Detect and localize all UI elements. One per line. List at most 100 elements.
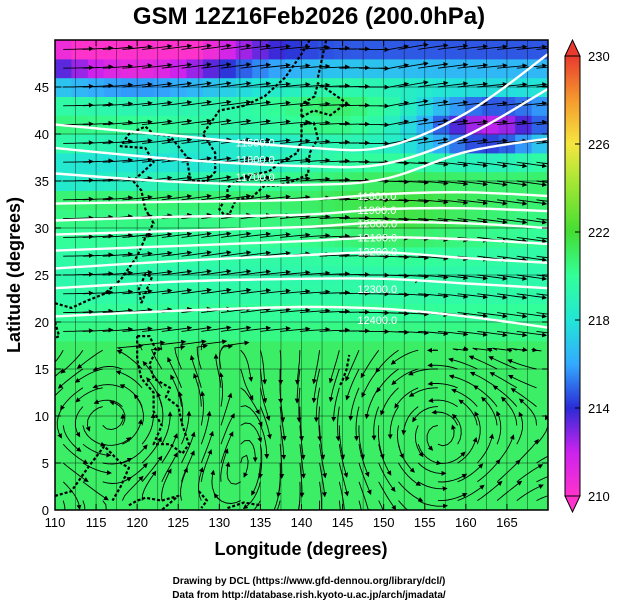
field-cell: [317, 378, 335, 398]
coastline-segment: [137, 273, 154, 304]
streamline: [457, 161, 488, 168]
streamline: [60, 387, 84, 411]
field-cell: [317, 491, 335, 510]
streamline: [477, 63, 508, 69]
streamline: [180, 467, 188, 501]
streamline: [259, 387, 271, 422]
streamline: [396, 425, 404, 459]
streamline: [492, 385, 518, 407]
streamline: [338, 462, 349, 497]
field-cell: [235, 115, 253, 135]
field-cell: [449, 434, 467, 455]
streamline: [189, 354, 202, 388]
streamline: [142, 269, 173, 276]
streamline: [418, 180, 449, 186]
streamline: [375, 349, 399, 373]
streamline: [280, 270, 311, 276]
field-cell: [531, 491, 548, 510]
streamline: [201, 325, 232, 332]
field-cell: [301, 340, 319, 361]
streamline: [516, 161, 548, 169]
field-cell: [104, 416, 122, 436]
streamline: [220, 325, 252, 332]
field-cell: [235, 209, 253, 229]
streamline: [418, 80, 449, 88]
height-contour-line: [55, 277, 548, 290]
field-cell: [186, 322, 204, 342]
streamline: [457, 199, 488, 206]
streamline: [122, 194, 153, 201]
streamline: [377, 425, 385, 460]
streamline: [181, 175, 212, 182]
streamline: [92, 383, 123, 389]
streamline: [437, 199, 469, 205]
field-cell: [515, 303, 533, 323]
field-cell: [515, 378, 533, 398]
streamline: [251, 462, 261, 496]
streamline: [516, 82, 548, 88]
field-cell: [531, 397, 548, 417]
streamline: [457, 81, 489, 88]
streamline: [174, 344, 186, 370]
streamline: [193, 373, 202, 407]
streamline: [418, 62, 449, 69]
streamline: [398, 462, 422, 486]
streamline: [345, 368, 360, 401]
streamline: [319, 64, 351, 70]
field-cell: [268, 378, 286, 398]
field-cell: [137, 58, 155, 79]
field-cell: [120, 434, 138, 455]
streamline: [161, 137, 193, 144]
streamline: [56, 406, 64, 439]
streamline: [497, 255, 528, 263]
streamline: [60, 349, 84, 374]
field-cell: [301, 246, 319, 267]
streamline: [319, 45, 351, 51]
field-cell: [186, 416, 204, 436]
streamline: [299, 214, 331, 220]
streamline: [161, 411, 173, 445]
streamline: [398, 273, 429, 279]
streamline: [201, 99, 232, 107]
streamline: [448, 374, 478, 389]
colorbar-tick-label: 210: [588, 489, 610, 504]
streamline: [378, 254, 410, 260]
field-cell: [301, 228, 319, 248]
field-cell: [219, 434, 237, 455]
y-tick-label: 45: [35, 80, 49, 95]
field-cell: [383, 96, 401, 116]
field-cell: [383, 491, 401, 510]
streamline: [426, 424, 439, 451]
streamline: [299, 289, 331, 295]
field-cell: [71, 434, 89, 455]
coastline-segment: [339, 354, 351, 386]
streamline: [280, 157, 311, 163]
streamline: [398, 80, 429, 88]
streamline: [418, 255, 449, 261]
height-contour-line: [55, 305, 548, 329]
streamline: [260, 307, 291, 314]
streamline: [418, 118, 449, 126]
streamline: [122, 119, 153, 126]
streamline: [201, 231, 232, 238]
streamline: [319, 214, 351, 220]
streamline: [338, 500, 341, 510]
streamline: [511, 347, 528, 353]
streamline: [299, 444, 306, 479]
streamline: [161, 452, 178, 482]
field-cell: [137, 40, 155, 60]
streamline: [516, 274, 548, 281]
field-cell: [120, 340, 138, 361]
field-cell: [383, 340, 401, 361]
streamline: [280, 288, 311, 295]
field-cell: [482, 246, 500, 267]
streamline: [82, 177, 114, 183]
streamline: [240, 231, 272, 238]
streamline: [122, 419, 143, 445]
coastline-segment: [136, 335, 190, 455]
streamline: [531, 347, 542, 353]
streamline: [516, 312, 548, 319]
streamline: [338, 444, 349, 478]
streamline: [220, 81, 252, 88]
streamline: [122, 63, 153, 69]
